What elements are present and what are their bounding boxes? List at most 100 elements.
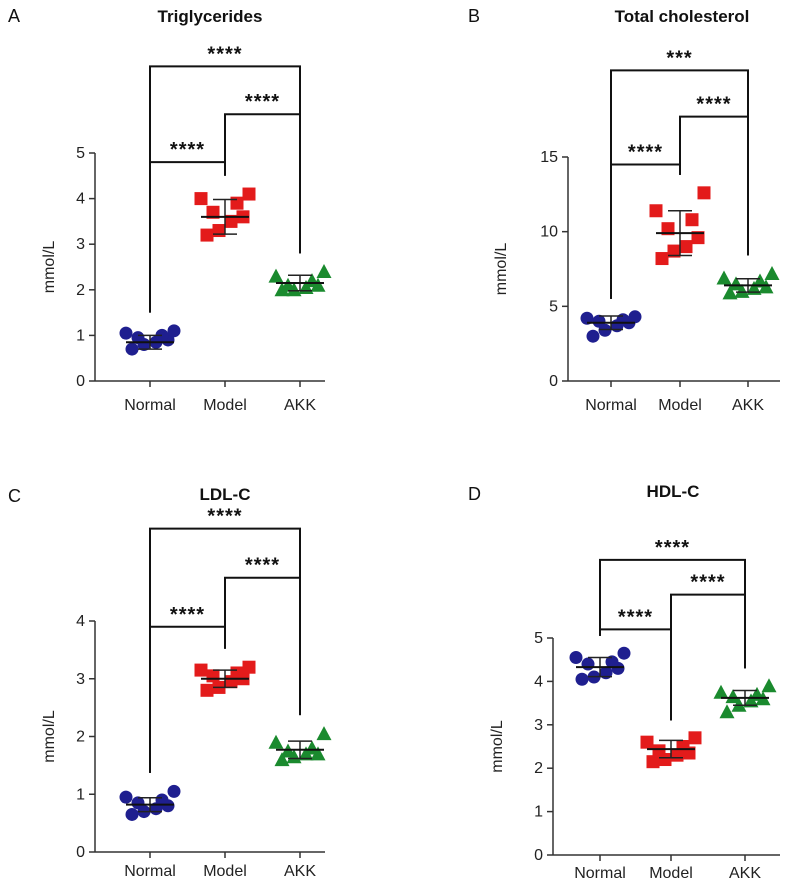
significance-label: **** <box>655 537 690 559</box>
category-label: AKK <box>284 397 316 414</box>
data-point <box>268 734 284 749</box>
data-point <box>661 222 675 236</box>
significance-label: **** <box>170 139 205 161</box>
y-tick-label: 3 <box>534 717 543 734</box>
data-point <box>655 252 669 266</box>
data-point <box>230 196 244 210</box>
data-point <box>206 669 220 683</box>
significance-bracket <box>149 161 226 313</box>
category-label: AKK <box>284 863 316 880</box>
series-normal <box>569 646 631 686</box>
y-tick-label: 0 <box>534 847 543 864</box>
y-axis-label: mmol/L <box>41 710 58 763</box>
y-tick-label: 0 <box>549 373 558 390</box>
data-point <box>167 784 181 798</box>
data-point <box>125 807 139 821</box>
panel-letter: D <box>468 484 481 504</box>
category-label: Model <box>649 865 693 882</box>
significance-label: **** <box>245 555 280 577</box>
significance-label: **** <box>696 94 731 116</box>
chart-title: HDL-C <box>647 482 700 501</box>
significance-label: **** <box>245 91 280 113</box>
series-akk <box>268 726 332 767</box>
data-point <box>155 793 169 807</box>
category-label: Model <box>203 863 247 880</box>
data-point <box>752 273 768 288</box>
category-label: Normal <box>124 863 176 880</box>
data-point <box>206 205 220 219</box>
data-point <box>719 704 735 719</box>
series-model <box>194 187 256 242</box>
data-point <box>667 244 681 258</box>
data-point <box>581 657 595 671</box>
series-akk <box>716 265 780 300</box>
data-point <box>242 187 256 201</box>
data-point <box>649 204 663 218</box>
y-tick-label: 1 <box>76 786 85 803</box>
data-point <box>764 265 780 280</box>
panel-letter: A <box>8 6 20 26</box>
significance-bracket <box>149 625 226 773</box>
data-point <box>617 646 631 660</box>
data-point <box>734 283 750 298</box>
significance-label: *** <box>666 47 692 69</box>
y-axis-label: mmol/L <box>489 720 506 773</box>
data-point <box>725 689 741 704</box>
data-point <box>580 311 594 325</box>
data-point <box>679 240 693 254</box>
data-point <box>697 186 711 200</box>
significance-bracket <box>599 558 746 669</box>
data-point <box>652 744 666 758</box>
y-tick-label: 0 <box>76 373 85 390</box>
panel-letter: C <box>8 486 21 506</box>
data-point <box>200 683 214 697</box>
y-tick-label: 2 <box>76 729 85 746</box>
data-point <box>131 331 145 345</box>
series-normal <box>119 784 181 821</box>
data-point <box>605 655 619 669</box>
y-tick-label: 2 <box>534 760 543 777</box>
data-point <box>167 324 181 338</box>
chart-panel-a: A Triglycerides 0 1 2 3 4 5 mmol/L Normal Model AKK… <box>8 6 332 414</box>
data-point <box>691 231 705 245</box>
y-axis-label: mmol/L <box>41 241 58 294</box>
data-point <box>688 731 702 745</box>
data-point <box>194 663 208 677</box>
y-tick-label: 5 <box>76 145 85 162</box>
chart-title: LDL-C <box>200 485 251 504</box>
data-point <box>304 740 320 755</box>
data-point <box>280 277 296 292</box>
y-tick-label: 1 <box>534 804 543 821</box>
data-point <box>640 735 654 749</box>
significance-label: **** <box>618 606 653 628</box>
series-model <box>640 731 702 769</box>
data-point <box>316 264 332 279</box>
y-tick-label: 1 <box>76 327 85 344</box>
data-point <box>569 651 583 665</box>
data-point <box>200 228 214 242</box>
data-point <box>230 666 244 680</box>
y-tick-label: 15 <box>540 149 558 166</box>
data-point <box>316 726 332 741</box>
series-normal <box>580 310 642 343</box>
y-tick-label: 4 <box>76 191 85 208</box>
data-point <box>586 329 600 343</box>
panel-letter: B <box>468 6 480 26</box>
y-axis-label: mmol/L <box>493 243 510 296</box>
chart-panel-b: B Total cholesterol 0 5 10 15 mmol/L Normal Mode… <box>468 6 780 414</box>
significance-label: **** <box>690 572 725 594</box>
significance-bracket <box>224 113 301 254</box>
category-label: AKK <box>732 397 764 414</box>
category-label: Model <box>203 397 247 414</box>
data-point <box>716 270 732 285</box>
data-point <box>125 342 139 356</box>
series-akk <box>268 264 332 297</box>
y-tick-label: 4 <box>534 673 543 690</box>
category-label: Normal <box>124 397 176 414</box>
category-label: Model <box>658 397 702 414</box>
data-point <box>685 213 699 227</box>
data-point <box>722 285 738 300</box>
y-tick-label: 3 <box>76 236 85 253</box>
data-point <box>646 755 660 769</box>
